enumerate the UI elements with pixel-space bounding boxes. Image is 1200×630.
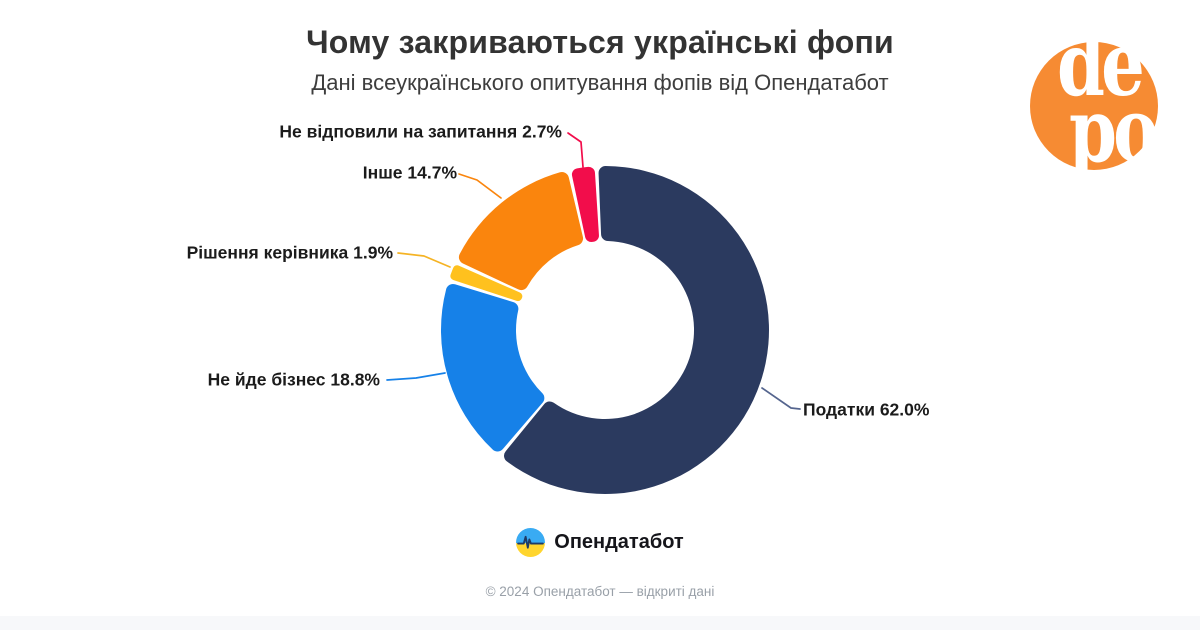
leader-line-nevidpovily	[567, 132, 584, 168]
source-logo-row: Опендатабот	[0, 528, 1200, 557]
opendatabot-wordmark: Опендатабот	[554, 531, 684, 553]
slice-label-podatky: Податки 62.0%	[803, 399, 930, 420]
donut-slice-podatky	[504, 165, 770, 494]
leader-line-inshe	[458, 173, 502, 199]
donut-slice-inshe	[458, 172, 584, 291]
bottom-strip	[0, 616, 1200, 630]
opendatabot-icon	[516, 528, 546, 557]
depo-logo-circle	[1030, 42, 1158, 170]
slice-label-ne-yde-biznes: Не йде бізнес 18.8%	[207, 369, 380, 390]
leader-line-rishennia	[397, 252, 451, 268]
depo-logo-text-de: de	[1057, 12, 1145, 116]
donut-slice-nejde	[440, 283, 545, 452]
chart-title: Чому закриваються українські фопи	[306, 24, 894, 60]
slice-label-rishennia: Рішення керівника 1.9%	[186, 242, 393, 263]
slice-label-ne-vidpovily: Не відповили на запитання 2.7%	[279, 121, 562, 142]
slice-label-inshe: Інше 14.7%	[362, 162, 457, 183]
copyright-line: © 2024 Опендатабот — відкриті дані	[485, 584, 715, 599]
donut-slice-nevidpovily	[571, 166, 599, 242]
depo-logo: de po	[1030, 20, 1159, 174]
leader-line-nejde	[386, 372, 446, 381]
donut-slice-rishennia	[450, 265, 523, 302]
depo-logo-text-po: po	[1069, 78, 1159, 182]
chart-subtitle: Дані всеукраїнського опитування фопів ві…	[311, 70, 889, 95]
leader-line-podatky	[761, 387, 801, 410]
